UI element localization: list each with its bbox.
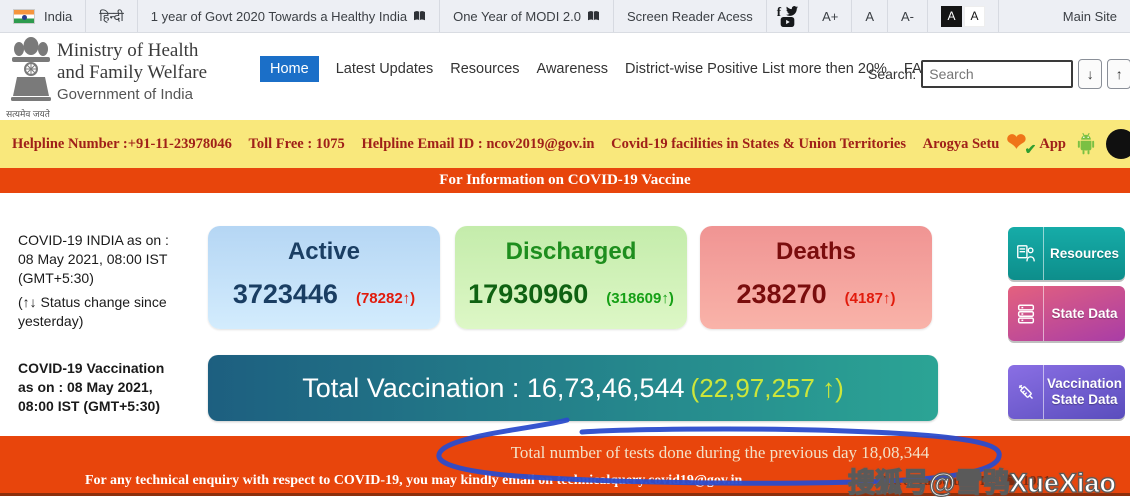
country-item: India — [0, 0, 87, 32]
ministry-name-line1: Ministry of Health — [57, 40, 199, 61]
india-as-on-note: COVID-19 INDIA as on : 08 May 2021, 08:0… — [18, 231, 198, 288]
deaths-count: 238270 — [736, 279, 827, 309]
font-decrease-button[interactable]: A- — [888, 0, 928, 32]
emblem-of-india — [8, 36, 54, 111]
social-links: f — [767, 0, 810, 32]
light-contrast-button[interactable]: A — [964, 5, 985, 27]
as-on-line3: (GMT+5:30) — [18, 270, 94, 286]
server-icon — [1008, 286, 1044, 341]
vacc-as-on-line1: COVID-19 Vaccination — [18, 360, 165, 376]
deaths-card-title: Deaths — [775, 238, 857, 265]
vaccine-info-strip[interactable]: For Information on COVID-19 Vaccine — [0, 168, 1130, 193]
phone-icon: ☎ — [1001, 474, 1019, 489]
helpline-bar: Helpline Number :+91-11-23978046 Toll Fr… — [0, 120, 1130, 168]
arogya-setu-heart-icon: ❤ ✔ — [1006, 130, 1037, 158]
language-switch-hindi[interactable]: हिन्दी — [86, 0, 138, 32]
status-note-line2: yesterday) — [18, 313, 84, 329]
contrast-toggle: A A — [928, 0, 999, 32]
discharged-cases-card: Discharged 17930960 (318609↑) — [455, 226, 687, 329]
government-label: Government of India — [57, 86, 193, 103]
resources-button[interactable]: Resources — [1008, 227, 1125, 280]
font-increase-button[interactable]: A+ — [809, 0, 853, 32]
vaccination-state-data-button[interactable]: Vaccination State Data — [1008, 365, 1125, 419]
arogya-setu-app[interactable]: Arogya Setu ❤ ✔ App — [922, 129, 1130, 159]
site-header: सत्यमेव जयते Ministry of Health and Fami… — [0, 33, 1130, 120]
discharged-count: 17930960 — [468, 279, 589, 309]
syringe-icon — [1008, 365, 1044, 419]
technical-enquiry-note[interactable]: For any technical enquiry with respect t… — [85, 473, 743, 488]
banner2-label: One Year of MODI 2.0 — [453, 8, 581, 24]
state-data-button[interactable]: State Data — [1008, 286, 1125, 341]
toll-free-number: Toll Free : 1075 — [248, 135, 345, 152]
android-icon[interactable] — [1073, 131, 1099, 157]
top-utility-bar: India हिन्दी 1 year of Govt 2020 Towards… — [0, 0, 1130, 33]
apple-icon[interactable] — [1105, 129, 1130, 159]
as-on-line1: COVID-19 INDIA as on : — [18, 232, 169, 248]
active-cases-card: Active 3723446 (78282↑) — [208, 226, 440, 329]
nav-district-positive-list[interactable]: District-wise Positive List more then 20… — [625, 61, 887, 77]
book-icon — [587, 10, 600, 22]
status-note-line1: (↑↓ Status change since — [18, 294, 167, 310]
nav-awareness[interactable]: Awareness — [536, 61, 609, 77]
discharged-card-title: Discharged — [505, 238, 637, 265]
banner-link-modi[interactable]: One Year of MODI 2.0 — [440, 0, 614, 32]
active-change: (78282↑) — [355, 290, 416, 307]
nav-home[interactable]: Home — [260, 56, 319, 82]
vaccination-state-data-button-label: Vaccination State Data — [1046, 376, 1123, 407]
font-default-button[interactable]: A — [852, 0, 888, 32]
tests-previous-day-note: Total number of tests done during the pr… — [510, 443, 930, 462]
stats-section: COVID-19 INDIA as on : 08 May 2021, 08:0… — [0, 193, 1130, 436]
deaths-change: (4187↑) — [844, 290, 896, 307]
nav-latest-updates[interactable]: Latest Updates — [335, 61, 434, 77]
youtube-icon[interactable] — [780, 16, 795, 27]
ministry-name-line2: and Family Welfare — [57, 62, 208, 83]
total-vaccination-change: (22,97,257 ↑) — [690, 372, 844, 403]
resources-icon — [1008, 227, 1044, 280]
vacc-as-on-line2: as on : 08 May 2021, — [18, 379, 153, 395]
banner-link-healthy-india[interactable]: 1 year of Govt 2020 Towards a Healthy In… — [138, 0, 441, 32]
search-label: Search: — [868, 66, 917, 82]
book-icon — [413, 10, 426, 22]
main-nav: Home Latest Updates Resources Awareness … — [260, 56, 940, 82]
ivrs-number: 1921 — [1022, 474, 1051, 489]
dark-contrast-button[interactable]: A — [941, 5, 962, 27]
active-card-title: Active — [287, 238, 361, 265]
resources-button-label: Resources — [1049, 245, 1120, 261]
search-down-button[interactable]: ↓ — [1078, 59, 1103, 89]
total-vaccination-bar: Total Vaccination : 16,73,46,544 (22,97,… — [208, 355, 938, 421]
search-area: Search: ↓ ↑ — [868, 59, 1130, 89]
main-site-link[interactable]: Main Site — [1062, 8, 1117, 24]
vaccination-as-on-note: COVID-19 Vaccination as on : 08 May 2021… — [18, 359, 198, 416]
twitter-icon[interactable] — [786, 6, 799, 16]
india-flag-icon — [13, 8, 35, 24]
helpline-email: Helpline Email ID : ncov2019@gov.in — [361, 135, 595, 152]
facebook-icon[interactable]: f — [776, 3, 782, 19]
country-label: India — [44, 8, 73, 24]
banner1-label: 1 year of Govt 2020 Towards a Healthy In… — [150, 8, 408, 24]
brand-text: Ministry of Health and Family Welfare Go… — [57, 40, 207, 103]
covid-facilities-link[interactable]: Covid-19 facilities in States & Union Te… — [611, 135, 906, 152]
nav-resources[interactable]: Resources — [450, 61, 520, 77]
as-on-line2: 08 May 2021, 08:00 IST — [18, 251, 168, 267]
vacc-as-on-line3: 08:00 IST (GMT+5:30) — [18, 398, 160, 414]
watermark: 搜狐号@雪鸮XueXiao — [847, 467, 1116, 497]
emblem-motto: सत्यमेव जयते — [6, 109, 50, 119]
total-vaccination-label: Total Vaccination : 16,73,46,544 — [302, 372, 685, 403]
discharged-change: (318609↑) — [606, 290, 674, 307]
deaths-card: Deaths 238270 (4187↑) — [700, 226, 932, 329]
helpline-number: Helpline Number :+91-11-23978046 — [12, 135, 232, 152]
app-label: App — [1039, 135, 1066, 152]
state-data-button-label: State Data — [1051, 305, 1118, 321]
screen-reader-access-link[interactable]: Screen Reader Acess — [614, 0, 767, 32]
search-up-button[interactable]: ↑ — [1107, 59, 1130, 89]
status-change-note: (↑↓ Status change since yesterday) — [18, 293, 198, 331]
search-input[interactable] — [921, 60, 1074, 88]
active-count: 3723446 — [232, 279, 338, 309]
arogya-setu-label: Arogya Setu — [922, 135, 1000, 152]
